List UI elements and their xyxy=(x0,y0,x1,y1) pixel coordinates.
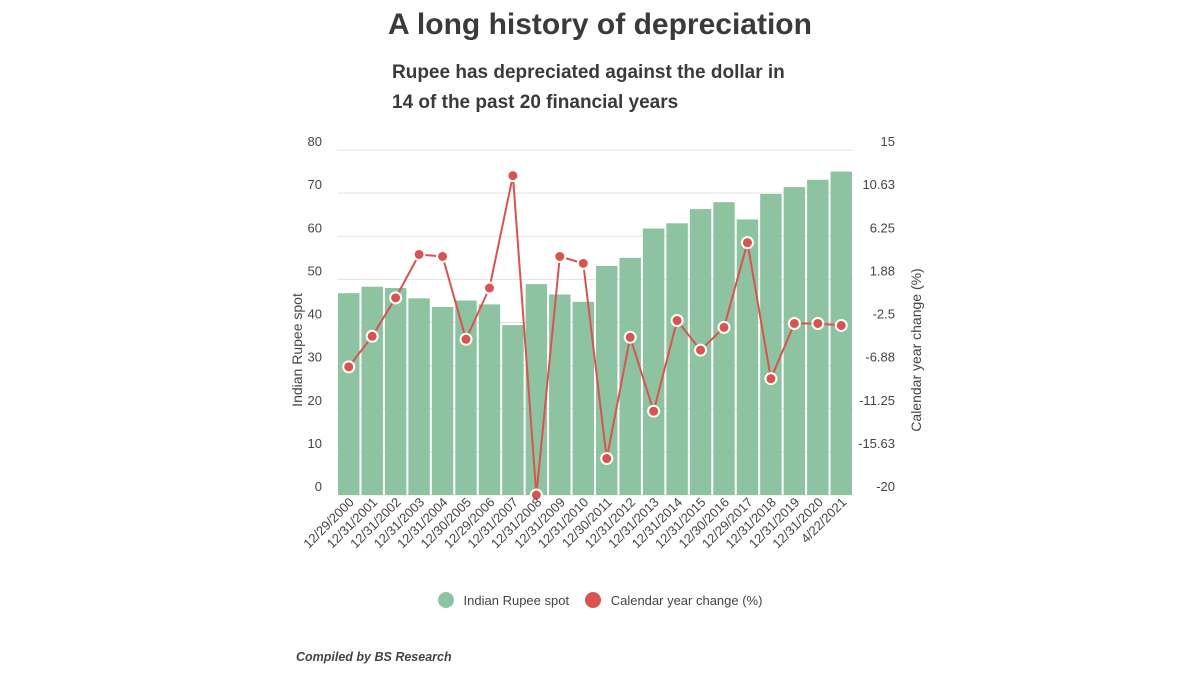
left-axis: 0 10 20 30 40 50 60 70 80 xyxy=(308,134,322,494)
line-point[interactable] xyxy=(553,249,567,263)
line-point[interactable] xyxy=(834,318,848,332)
line-point[interactable] xyxy=(717,320,731,334)
right-tick-label: -6.88 xyxy=(865,350,895,365)
right-tick-label: -2.5 xyxy=(873,307,895,322)
bar[interactable] xyxy=(431,306,454,495)
bar[interactable] xyxy=(478,304,501,495)
left-tick-label: 50 xyxy=(308,263,322,278)
line-point[interactable] xyxy=(623,330,637,344)
right-tick-label: 1.88 xyxy=(870,263,895,278)
line-point[interactable] xyxy=(647,404,661,418)
left-tick-label: 70 xyxy=(308,177,322,192)
legend-swatch-bar xyxy=(437,592,454,608)
line-point[interactable] xyxy=(694,343,708,357)
left-tick-label: 10 xyxy=(308,436,322,451)
right-tick-label: -15.63 xyxy=(858,436,895,451)
right-tick-label: 6.25 xyxy=(870,220,895,235)
left-tick-label: 40 xyxy=(308,307,322,322)
bar[interactable] xyxy=(596,266,618,495)
source-note: Compiled by BS Research xyxy=(296,650,452,664)
x-axis: 12/29/200012/31/200112/31/200212/31/2003… xyxy=(300,495,849,552)
series-line xyxy=(347,174,842,496)
bar[interactable] xyxy=(736,219,759,495)
legend-swatch-line xyxy=(584,592,601,608)
bar[interactable] xyxy=(338,293,360,495)
left-tick-label: 60 xyxy=(308,220,322,235)
line-point[interactable] xyxy=(670,314,684,328)
bar[interactable] xyxy=(502,325,524,495)
line-point[interactable] xyxy=(787,316,801,330)
chart-subtitle: Rupee has depreciated against the dollar… xyxy=(392,58,832,118)
right-tick-label: 10.63 xyxy=(862,177,895,192)
line-point[interactable] xyxy=(342,360,356,374)
line-point[interactable] xyxy=(436,249,450,263)
legend: Indian Rupee spot Calendar year change (… xyxy=(0,592,1200,611)
subtitle-line-2: 14 of the past 20 financial years xyxy=(392,92,679,113)
bar[interactable] xyxy=(713,202,735,495)
line-series xyxy=(342,169,848,502)
line-point[interactable] xyxy=(576,256,590,270)
bar[interactable] xyxy=(408,298,430,495)
bar[interactable] xyxy=(830,171,852,495)
line-point[interactable] xyxy=(506,169,520,183)
chart-title: A long history of depreciation xyxy=(388,8,812,41)
left-tick-label: 0 xyxy=(315,479,322,494)
bar[interactable] xyxy=(760,193,782,496)
line-point[interactable] xyxy=(389,291,403,305)
line-point[interactable] xyxy=(365,329,379,343)
line-point[interactable] xyxy=(529,488,543,502)
bar[interactable] xyxy=(572,301,594,495)
legend-item-bar[interactable]: Indian Rupee spot xyxy=(437,592,570,608)
line-point[interactable] xyxy=(459,332,473,346)
bar[interactable] xyxy=(549,294,571,495)
bar[interactable] xyxy=(361,286,383,495)
bar[interactable] xyxy=(783,187,806,495)
legend-label-bar: Indian Rupee spot xyxy=(463,592,570,608)
bar-series xyxy=(338,171,852,496)
legend-label-line: Calendar year change (%) xyxy=(610,592,763,608)
subtitle-line-1: Rupee has depreciated against the dollar… xyxy=(392,62,785,83)
line-point[interactable] xyxy=(600,452,614,466)
left-axis-title: Indian Rupee spot xyxy=(289,293,305,407)
line-point[interactable] xyxy=(811,316,825,330)
left-tick-label: 30 xyxy=(308,350,322,365)
left-tick-label: 20 xyxy=(308,393,322,408)
right-tick-label: 15 xyxy=(881,134,895,149)
right-tick-label: -20 xyxy=(876,479,895,494)
bar[interactable] xyxy=(455,300,477,495)
right-axis-title: Calendar year change (%) xyxy=(908,268,924,431)
right-axis: -20 -15.63 -11.25 -6.88 -2.5 1.88 6.25 10.63 15 xyxy=(858,134,895,494)
bar[interactable] xyxy=(807,179,829,495)
bar[interactable] xyxy=(642,228,665,496)
legend-item-line[interactable]: Calendar year change (%) xyxy=(584,592,763,608)
bar[interactable] xyxy=(619,257,641,495)
line-point[interactable] xyxy=(764,372,778,386)
right-tick-label: -11.25 xyxy=(859,393,895,408)
bar[interactable] xyxy=(666,223,688,495)
line-point[interactable] xyxy=(412,247,426,261)
line-point[interactable] xyxy=(740,236,754,250)
left-tick-label: 80 xyxy=(308,134,322,149)
line-point[interactable] xyxy=(482,281,496,295)
bar[interactable] xyxy=(384,288,407,495)
